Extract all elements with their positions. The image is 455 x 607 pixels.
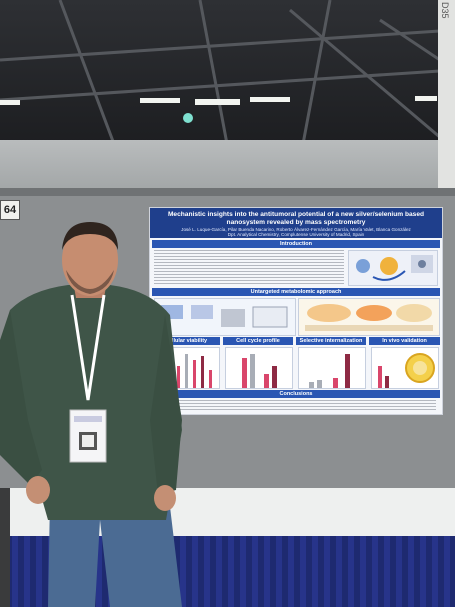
section-conclusions: Conclusions bbox=[152, 390, 440, 398]
pathway-figure bbox=[298, 298, 440, 336]
shirt bbox=[8, 285, 182, 520]
section-cell-viability: Cellular viability bbox=[152, 337, 220, 345]
right-hand bbox=[154, 485, 176, 511]
lanyard bbox=[70, 294, 106, 401]
left-hand bbox=[26, 476, 50, 504]
hair bbox=[62, 222, 118, 250]
left-arm bbox=[0, 310, 42, 485]
section-in-vivo: In vivo validation bbox=[369, 337, 440, 345]
presenter-person bbox=[0, 222, 182, 607]
workflow-figure bbox=[154, 298, 296, 336]
research-poster: Mechanistic insights into the antitumora… bbox=[149, 207, 443, 415]
beard bbox=[66, 270, 114, 294]
section-introduction: Introduction bbox=[152, 240, 440, 248]
cell-cycle-chart bbox=[225, 347, 293, 389]
booth-number-sign: 64 bbox=[0, 200, 20, 220]
side-panel-label: D35 bbox=[440, 2, 450, 19]
poster-title: Mechanistic insights into the antitumora… bbox=[167, 211, 425, 226]
head bbox=[62, 224, 118, 296]
section-selective-internalization: Selective internalization bbox=[296, 337, 366, 345]
introduction-text bbox=[154, 250, 344, 286]
poster-affiliation: Dpt. Analytical Chemistry, Complutense U… bbox=[227, 232, 365, 238]
section-untargeted-metabolomics: Untargeted metabolomic approach bbox=[152, 288, 440, 296]
poster-header: Mechanistic insights into the antitumora… bbox=[150, 208, 442, 238]
ceiling-truss bbox=[0, 0, 455, 160]
nanosystem-diagram bbox=[356, 255, 433, 281]
introduction-figure bbox=[348, 250, 438, 286]
floor bbox=[0, 488, 10, 607]
in-vivo-chart bbox=[371, 347, 439, 389]
in-vivo-image bbox=[405, 353, 435, 383]
right-arm bbox=[150, 315, 182, 495]
side-panel bbox=[438, 0, 455, 190]
workflow-diagram bbox=[161, 305, 288, 328]
poster-board-frame bbox=[0, 188, 455, 196]
conclusions-text bbox=[156, 400, 436, 410]
poster-author-list: José L. Luque-García, Pilar Buenda Nacar… bbox=[181, 227, 411, 232]
internalization-chart bbox=[298, 347, 366, 389]
ceiling bbox=[0, 0, 455, 160]
pathway-diagram bbox=[305, 304, 433, 331]
section-cell-cycle: Cell cycle profile bbox=[223, 337, 293, 345]
poster-authors: José L. Luque-García, Pilar Buenda Nacar… bbox=[154, 227, 438, 237]
